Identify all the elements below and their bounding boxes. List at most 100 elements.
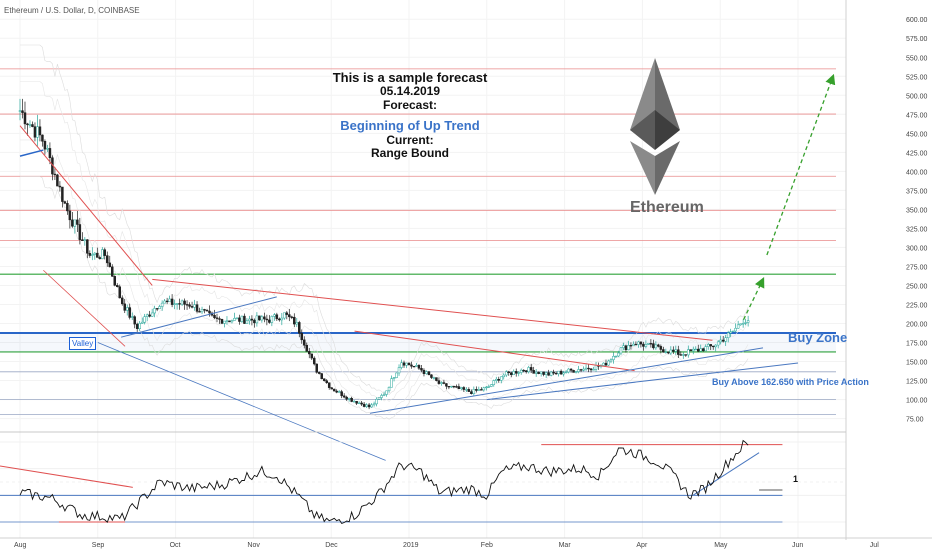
candle-body xyxy=(138,323,141,329)
candle-body xyxy=(455,386,458,388)
candle-body xyxy=(410,364,413,367)
candle-body xyxy=(332,388,336,392)
candle-body xyxy=(170,298,174,305)
candle-body xyxy=(155,308,159,310)
candle-body xyxy=(96,252,99,258)
candle-body xyxy=(71,219,74,227)
trend-line xyxy=(19,125,153,286)
candle-body xyxy=(81,239,84,241)
candle-body xyxy=(547,372,550,376)
band-line xyxy=(20,139,749,413)
x-tick-label: Jul xyxy=(870,542,879,549)
candle-body xyxy=(56,174,59,187)
candle-body xyxy=(482,387,486,391)
candle-body xyxy=(322,378,326,381)
candle-body xyxy=(58,185,62,188)
band-line xyxy=(20,176,749,420)
candle-body xyxy=(746,320,750,323)
candle-body xyxy=(716,341,720,346)
candle-body xyxy=(253,319,256,324)
candle-body xyxy=(467,389,471,392)
candle-body xyxy=(61,186,64,202)
candle-body xyxy=(342,395,346,398)
y-tick-label: 450.00 xyxy=(906,131,928,138)
candle-body xyxy=(66,203,69,212)
candle-body xyxy=(317,372,321,374)
y-tick-label: 300.00 xyxy=(906,245,928,252)
rsi-panel: 20.000040.000050.000060.000080.0000 xyxy=(0,439,928,527)
candle-body xyxy=(465,389,468,391)
candle-body xyxy=(564,371,568,374)
candle-body xyxy=(701,348,705,352)
candle-body xyxy=(450,385,453,388)
candle-body xyxy=(407,362,411,366)
candle-body xyxy=(118,286,121,299)
candle-body xyxy=(697,348,700,352)
candle-body xyxy=(215,317,219,319)
candle-body xyxy=(659,346,663,350)
candle-body xyxy=(195,304,199,312)
candle-body xyxy=(263,316,266,320)
candle-body xyxy=(345,396,348,400)
candle-body xyxy=(365,404,368,407)
candle-body xyxy=(694,348,698,351)
candle-body xyxy=(435,377,438,381)
candle-body xyxy=(120,297,124,305)
y-tick-label: 425.00 xyxy=(906,150,928,157)
candle-body xyxy=(165,300,169,303)
candle-body xyxy=(709,344,712,347)
candle-body xyxy=(462,387,466,390)
candle-body xyxy=(674,349,678,352)
candle-body xyxy=(163,300,166,304)
candle-body xyxy=(53,173,57,176)
candle-body xyxy=(624,345,628,351)
y-tick-label: 175.00 xyxy=(906,341,928,348)
candle-body xyxy=(497,378,501,381)
candle-body xyxy=(198,311,201,313)
candle-body xyxy=(303,339,306,346)
target-arrow xyxy=(742,277,765,320)
x-tick-label: Nov xyxy=(247,542,260,549)
candle-body xyxy=(731,330,735,333)
rsi-line xyxy=(19,439,749,525)
candle-body xyxy=(542,371,545,375)
candle-body xyxy=(744,322,747,324)
logo-label: Ethereum xyxy=(630,199,704,216)
candle-body xyxy=(290,316,294,318)
y-tick-label: 125.00 xyxy=(906,379,928,386)
candle-body xyxy=(706,344,710,347)
candle-body xyxy=(228,320,231,323)
y-tick-label: 325.00 xyxy=(906,226,928,233)
candle-body xyxy=(569,368,573,371)
candle-body xyxy=(714,344,717,348)
candle-body xyxy=(622,345,625,349)
candle-body xyxy=(562,372,565,375)
candle-body xyxy=(689,349,693,352)
candle-body xyxy=(437,380,441,384)
candle-body xyxy=(679,354,683,356)
candle-body xyxy=(452,385,456,388)
forecast-date: 05.14.2019 xyxy=(379,84,441,98)
forecast-line-1: This is a sample forecast xyxy=(332,70,488,85)
candle-body xyxy=(357,402,361,405)
candle-body xyxy=(721,339,725,342)
candle-body xyxy=(233,317,236,321)
candle-body xyxy=(517,372,520,374)
candle-body xyxy=(150,312,154,317)
candle-body xyxy=(587,367,590,370)
candle-body xyxy=(278,318,281,321)
candle-body xyxy=(175,303,179,305)
candle-body xyxy=(495,378,498,381)
candle-body xyxy=(505,371,508,376)
candle-body xyxy=(512,371,515,375)
candle-body xyxy=(519,369,523,373)
candle-body xyxy=(684,354,688,356)
candle-body xyxy=(584,367,588,370)
candle-body xyxy=(704,346,707,352)
candle-body xyxy=(295,322,299,325)
candle-body xyxy=(28,124,32,126)
candle-body xyxy=(619,347,623,354)
candle-body xyxy=(554,372,558,375)
candle-body xyxy=(609,359,613,362)
